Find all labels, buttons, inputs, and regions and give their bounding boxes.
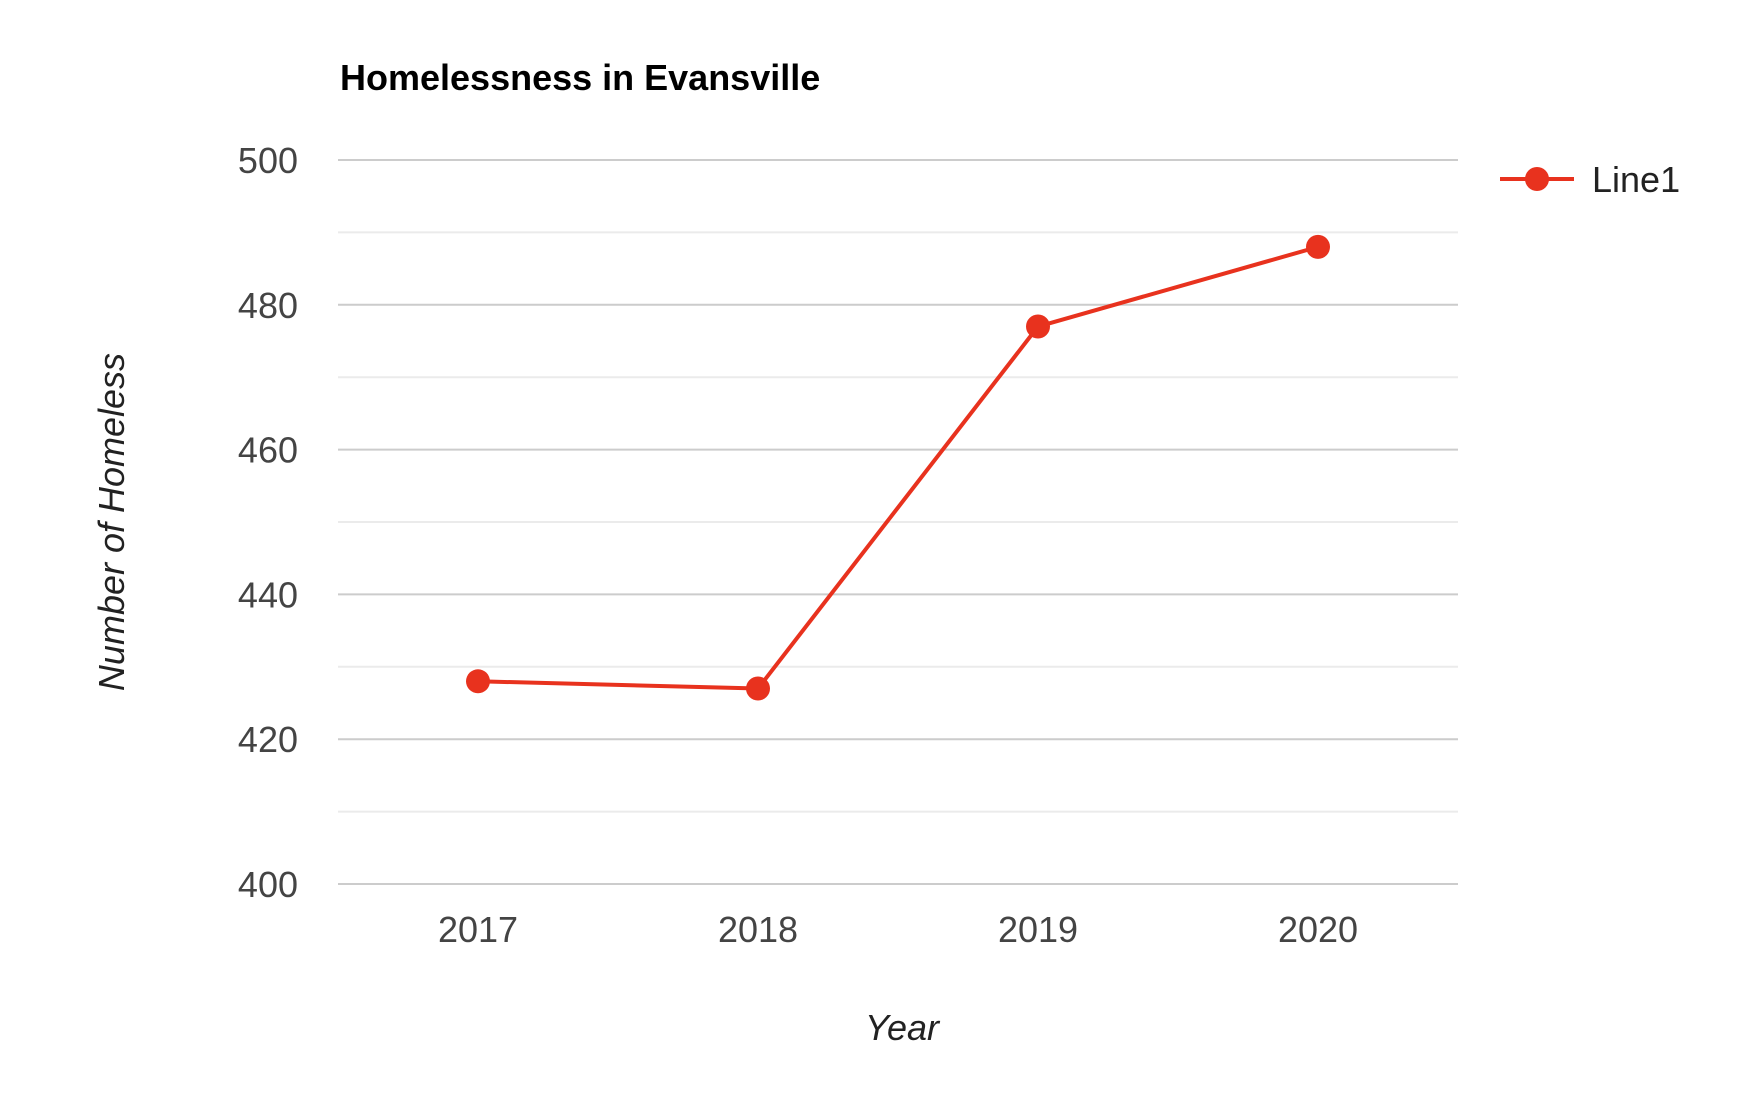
y-tick-label: 400 (238, 864, 298, 905)
legend: Line1 (1500, 159, 1680, 200)
y-tick-label: 440 (238, 574, 298, 615)
tick-labels: 400 420 440 460 480 500 2017 2018 2019 2020 (238, 140, 1358, 950)
x-axis-title: Year (865, 1007, 941, 1048)
data-point (746, 676, 770, 701)
legend-label-line1: Line1 (1592, 159, 1680, 200)
grid-layer (338, 159, 1458, 885)
x-tick-label: 2017 (438, 909, 518, 950)
x-tick-label: 2020 (1278, 909, 1358, 950)
series-line (477, 244, 1319, 691)
y-tick-label: 480 (238, 285, 298, 326)
chart-title: Homelessness in Evansville (340, 57, 820, 98)
y-tick-label: 460 (238, 430, 298, 471)
x-tick-label: 2018 (718, 909, 798, 950)
y-axis-title: Number of Homeless (91, 353, 132, 691)
y-tick-label: 420 (238, 719, 298, 760)
data-point (466, 669, 490, 694)
y-tick-label: 500 (238, 140, 298, 181)
legend-marker-line1 (1525, 167, 1549, 191)
x-tick-label: 2019 (998, 909, 1078, 950)
data-point (1306, 234, 1330, 259)
data-point (1026, 314, 1050, 339)
series-layer (466, 234, 1330, 701)
